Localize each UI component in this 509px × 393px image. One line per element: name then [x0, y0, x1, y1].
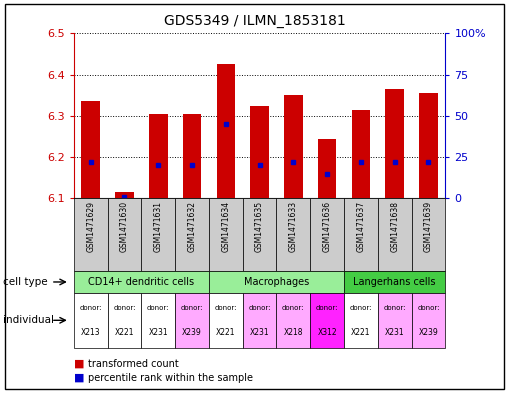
Text: cell type: cell type	[3, 277, 47, 287]
Text: CD14+ dendritic cells: CD14+ dendritic cells	[88, 277, 194, 287]
Text: donor:: donor:	[181, 305, 203, 311]
Text: donor:: donor:	[248, 305, 271, 311]
Bar	[352, 110, 370, 198]
Text: X231: X231	[250, 328, 269, 337]
Text: donor:: donor:	[417, 305, 440, 311]
Bar	[81, 101, 100, 198]
Text: X221: X221	[216, 328, 236, 337]
Text: Macrophages: Macrophages	[244, 277, 309, 287]
Text: GSM1471637: GSM1471637	[356, 201, 365, 252]
Text: X239: X239	[182, 328, 202, 337]
Bar	[385, 89, 404, 198]
Text: GSM1471639: GSM1471639	[424, 201, 433, 252]
Bar	[284, 95, 303, 198]
Text: X231: X231	[385, 328, 405, 337]
Bar	[216, 64, 235, 198]
Text: donor:: donor:	[383, 305, 406, 311]
Text: donor:: donor:	[147, 305, 169, 311]
Text: GSM1471633: GSM1471633	[289, 201, 298, 252]
Bar	[115, 192, 134, 198]
Text: ■: ■	[74, 358, 84, 369]
Text: donor:: donor:	[113, 305, 136, 311]
Bar	[149, 114, 167, 198]
Text: donor:: donor:	[282, 305, 304, 311]
Text: GSM1471635: GSM1471635	[255, 201, 264, 252]
Text: GSM1471631: GSM1471631	[154, 201, 163, 252]
Text: GSM1471636: GSM1471636	[323, 201, 332, 252]
Bar	[318, 139, 336, 198]
Text: individual: individual	[3, 315, 53, 325]
Text: GSM1471632: GSM1471632	[187, 201, 196, 252]
Text: donor:: donor:	[350, 305, 372, 311]
Text: GSM1471638: GSM1471638	[390, 201, 399, 252]
Text: donor:: donor:	[215, 305, 237, 311]
Text: X312: X312	[317, 328, 337, 337]
Text: GSM1471634: GSM1471634	[221, 201, 230, 252]
Text: Langerhans cells: Langerhans cells	[353, 277, 436, 287]
Text: donor:: donor:	[316, 305, 338, 311]
Text: X218: X218	[284, 328, 303, 337]
Text: X239: X239	[418, 328, 438, 337]
Text: X213: X213	[81, 328, 100, 337]
Text: GDS5349 / ILMN_1853181: GDS5349 / ILMN_1853181	[163, 14, 346, 28]
Text: X221: X221	[115, 328, 134, 337]
Text: percentile rank within the sample: percentile rank within the sample	[88, 373, 253, 383]
Text: X231: X231	[149, 328, 168, 337]
Bar	[419, 93, 438, 198]
Text: GSM1471629: GSM1471629	[86, 201, 95, 252]
Text: ■: ■	[74, 373, 84, 383]
Text: X221: X221	[351, 328, 371, 337]
Bar	[183, 114, 202, 198]
Text: donor:: donor:	[79, 305, 102, 311]
Text: GSM1471630: GSM1471630	[120, 201, 129, 252]
Text: transformed count: transformed count	[88, 358, 179, 369]
Bar	[250, 106, 269, 198]
